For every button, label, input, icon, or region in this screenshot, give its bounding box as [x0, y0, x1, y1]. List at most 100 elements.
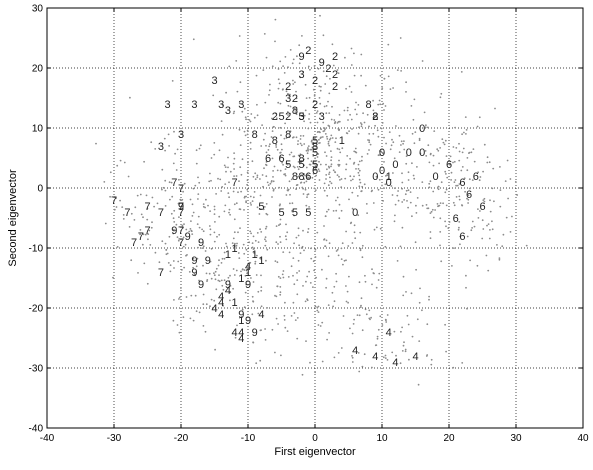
background-point [340, 247, 343, 250]
background-point [257, 241, 260, 244]
background-point [287, 114, 289, 116]
background-point [265, 175, 268, 178]
background-point [297, 143, 299, 146]
background-point [220, 190, 223, 192]
background-point [309, 163, 312, 166]
background-point [289, 49, 292, 51]
background-point [262, 185, 264, 188]
background-point [360, 125, 363, 128]
background-points [95, 14, 528, 386]
background-point [210, 298, 213, 301]
background-point [453, 181, 456, 184]
background-point [303, 164, 305, 167]
background-point [306, 193, 309, 196]
background-point [243, 196, 246, 199]
background-point [327, 100, 329, 103]
background-point [168, 181, 171, 184]
background-point [459, 235, 462, 238]
background-point [455, 184, 457, 187]
digit-label-5: 5 [258, 201, 264, 213]
background-point [437, 149, 440, 152]
digit-label-4: 4 [392, 357, 398, 369]
background-point [465, 133, 467, 135]
background-point [260, 274, 262, 277]
background-point [282, 88, 284, 91]
background-point [292, 155, 295, 158]
background-point [482, 228, 485, 230]
digit-label-2: 2 [272, 111, 278, 123]
background-point [366, 153, 369, 155]
background-point [272, 176, 274, 178]
background-point [254, 178, 257, 181]
background-point [360, 304, 362, 307]
background-point [304, 83, 307, 86]
background-point [348, 130, 350, 133]
background-point [504, 180, 507, 183]
background-point [458, 142, 460, 145]
background-point [283, 72, 286, 74]
background-point [275, 317, 278, 320]
background-point [310, 257, 313, 260]
background-point [259, 359, 262, 362]
background-point [213, 240, 216, 243]
digit-label-3: 3 [299, 111, 305, 123]
background-point [351, 191, 354, 194]
background-point [291, 202, 294, 205]
background-point [468, 178, 471, 181]
y-tick-label: 20 [32, 64, 44, 75]
background-point [306, 299, 309, 302]
background-point [460, 71, 463, 73]
background-point [301, 245, 304, 248]
background-point [321, 360, 324, 363]
background-point [213, 231, 216, 234]
background-point [413, 177, 416, 180]
background-point [202, 230, 205, 233]
background-point [239, 227, 241, 230]
background-point [307, 173, 309, 176]
background-point [325, 163, 327, 166]
background-point [303, 173, 305, 176]
background-point [367, 139, 369, 141]
background-point [309, 68, 311, 71]
background-point [384, 245, 387, 248]
background-point [103, 181, 106, 183]
digit-label-0: 0 [372, 171, 378, 183]
background-point [372, 272, 375, 274]
background-point [340, 258, 343, 260]
background-point [499, 166, 501, 168]
background-point [302, 114, 305, 117]
background-point [337, 254, 340, 257]
digit-label-7: 7 [158, 267, 164, 279]
background-point [251, 200, 254, 203]
background-point [284, 173, 286, 175]
background-point [445, 155, 448, 158]
background-point [402, 294, 405, 297]
background-point [314, 248, 317, 251]
background-point [256, 174, 259, 177]
digit-label-2: 2 [292, 93, 298, 105]
background-point [325, 239, 328, 242]
background-point [328, 173, 330, 176]
background-point [331, 43, 334, 46]
background-point [243, 306, 246, 309]
background-point [381, 122, 384, 124]
background-point [265, 259, 267, 262]
background-point [197, 198, 199, 200]
background-point [479, 176, 482, 178]
background-point [414, 241, 417, 244]
background-point [346, 290, 349, 293]
background-point [351, 207, 354, 210]
background-point [384, 357, 387, 359]
y-tick-label: 30 [32, 4, 44, 15]
background-point [416, 197, 419, 199]
background-point [299, 182, 302, 184]
background-point [270, 136, 273, 138]
background-point [143, 262, 146, 265]
background-point [421, 181, 424, 184]
background-point [482, 170, 484, 173]
background-point [273, 165, 276, 168]
background-point [319, 137, 322, 140]
background-point [360, 123, 363, 126]
background-point [284, 174, 287, 177]
background-point [265, 240, 267, 243]
